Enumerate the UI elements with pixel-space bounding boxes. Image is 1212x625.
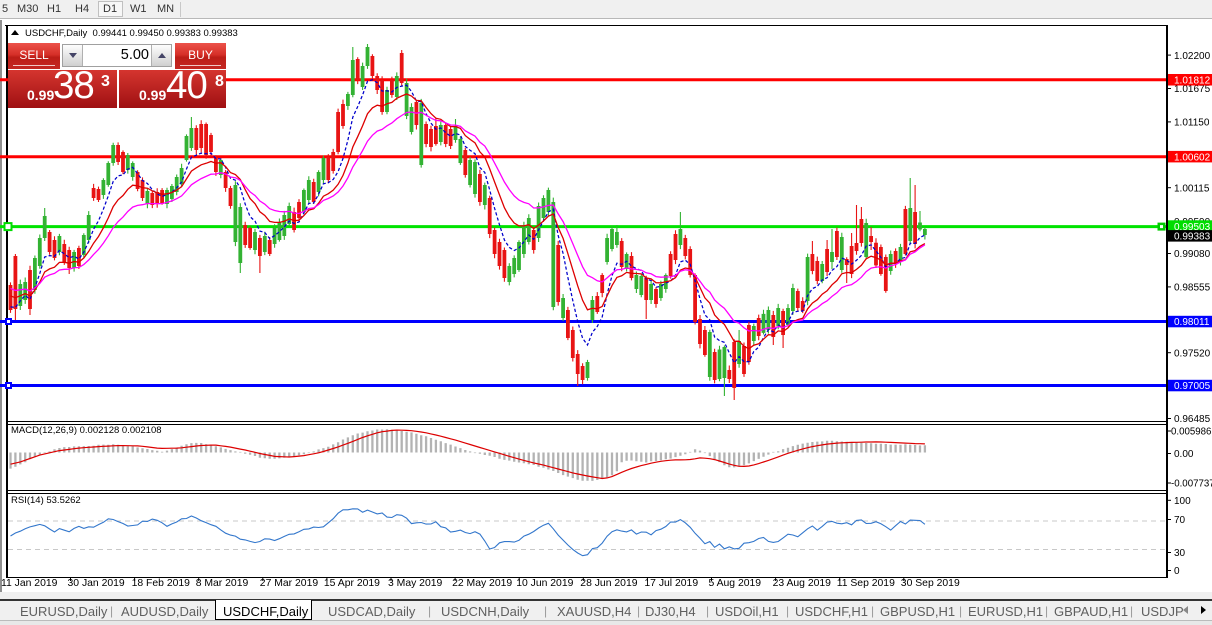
- svg-text:18 Feb 2019: 18 Feb 2019: [132, 578, 191, 589]
- svg-text:8 Mar 2019: 8 Mar 2019: [196, 578, 249, 589]
- svg-text:17 Jul 2019: 17 Jul 2019: [644, 578, 698, 589]
- svg-text:0.99080: 0.99080: [1174, 249, 1211, 260]
- svg-text:11 Sep 2019: 11 Sep 2019: [837, 578, 895, 589]
- svg-text:0.97520: 0.97520: [1174, 348, 1211, 359]
- svg-text:0.99503: 0.99503: [1174, 222, 1211, 233]
- svg-text:5 Aug 2019: 5 Aug 2019: [709, 578, 762, 589]
- svg-text:15 Apr 2019: 15 Apr 2019: [324, 578, 380, 589]
- svg-text:0: 0: [1174, 566, 1180, 577]
- svg-text:1.01675: 1.01675: [1174, 84, 1211, 95]
- svg-text:-0.007737: -0.007737: [1171, 479, 1212, 490]
- svg-text:30 Sep 2019: 30 Sep 2019: [901, 578, 960, 589]
- svg-text:1.00115: 1.00115: [1174, 183, 1210, 194]
- svg-text:1.01150: 1.01150: [1174, 118, 1210, 129]
- svg-text:30: 30: [1174, 548, 1186, 559]
- svg-text:1.02200: 1.02200: [1174, 51, 1211, 62]
- svg-text:0.99383: 0.99383: [1174, 232, 1211, 243]
- svg-text:1.01812: 1.01812: [1174, 76, 1211, 87]
- svg-text:0.98011: 0.98011: [1174, 317, 1210, 328]
- svg-text:3 May 2019: 3 May 2019: [388, 578, 443, 589]
- svg-text:0.98555: 0.98555: [1174, 283, 1211, 294]
- svg-text:100: 100: [1174, 496, 1191, 507]
- svg-text:0.005986: 0.005986: [1171, 427, 1211, 438]
- svg-text:0.00: 0.00: [1174, 449, 1194, 460]
- svg-text:28 Jun 2019: 28 Jun 2019: [580, 578, 637, 589]
- svg-text:1.00602: 1.00602: [1174, 152, 1211, 163]
- svg-text:0.97005: 0.97005: [1174, 381, 1211, 392]
- svg-text:22 May 2019: 22 May 2019: [452, 578, 512, 589]
- svg-text:27 Mar 2019: 27 Mar 2019: [260, 578, 319, 589]
- svg-text:0.96485: 0.96485: [1174, 414, 1211, 425]
- svg-text:23 Aug 2019: 23 Aug 2019: [773, 578, 832, 589]
- svg-text:30 Jan 2019: 30 Jan 2019: [68, 578, 125, 589]
- svg-text:10 Jun 2019: 10 Jun 2019: [516, 578, 573, 589]
- svg-text:11 Jan 2019: 11 Jan 2019: [1, 578, 58, 589]
- svg-text:70: 70: [1174, 515, 1186, 526]
